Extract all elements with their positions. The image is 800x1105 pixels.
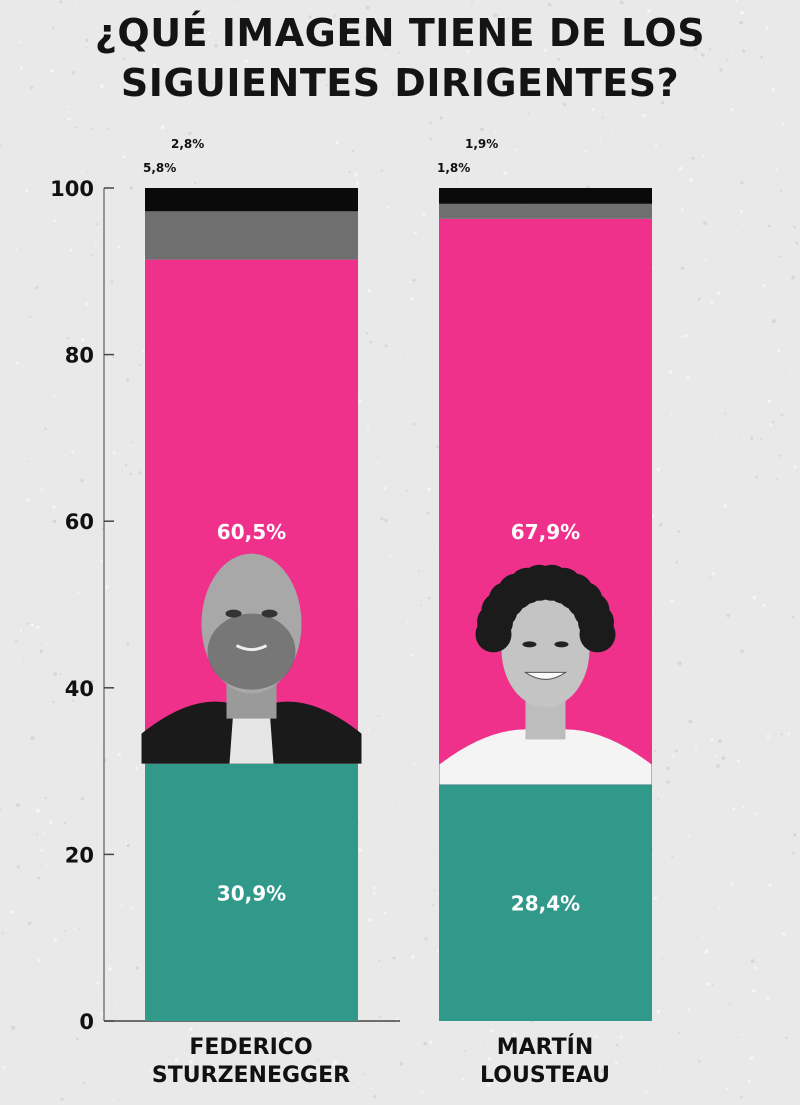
data-label: 5,8% — [143, 161, 176, 175]
bar-segment — [145, 763, 358, 1021]
y-tick-label: 40 — [65, 677, 94, 701]
data-label: 30,9% — [217, 881, 286, 905]
bar-segment — [439, 784, 652, 1021]
category-label-1-line-1: MARTÍN — [496, 1035, 594, 1060]
bar-segment — [439, 203, 652, 219]
y-tick-label: 100 — [50, 177, 94, 201]
title-line-1: ¿QUÉ IMAGEN TIENE DE LOS — [94, 11, 706, 55]
data-label: 1,8% — [437, 161, 470, 175]
data-label: 28,4% — [511, 892, 580, 916]
data-label: 2,8% — [171, 137, 204, 151]
y-tick-label: 0 — [79, 1010, 94, 1034]
bar-segment — [439, 188, 652, 204]
portrait-1 — [439, 564, 652, 785]
data-label: 67,9% — [511, 520, 580, 544]
title-line-2: SIGUIENTES DIRIGENTES? — [120, 61, 680, 105]
y-tick-label: 80 — [65, 344, 94, 368]
category-label-1: MARTÍN LOUSTEAU — [395, 1034, 695, 1090]
data-label: 1,9% — [465, 137, 498, 151]
y-tick-label: 20 — [65, 843, 94, 867]
y-tick-label: 60 — [65, 510, 94, 534]
category-label-1-line-2: LOUSTEAU — [480, 1063, 610, 1088]
category-label-0-line-2: STURZENEGGER — [151, 1063, 351, 1088]
category-label-0: FEDERICO STURZENEGGER — [101, 1034, 401, 1090]
portrait-0 — [141, 553, 362, 764]
bar-segment — [145, 188, 358, 212]
bar-segment — [145, 211, 358, 260]
category-label-0-line-1: FEDERICO — [189, 1035, 313, 1060]
data-label: 60,5% — [217, 520, 286, 544]
chart-title: ¿QUÉ IMAGEN TIENE DE LOS SIGUIENTES DIRI… — [0, 8, 800, 108]
